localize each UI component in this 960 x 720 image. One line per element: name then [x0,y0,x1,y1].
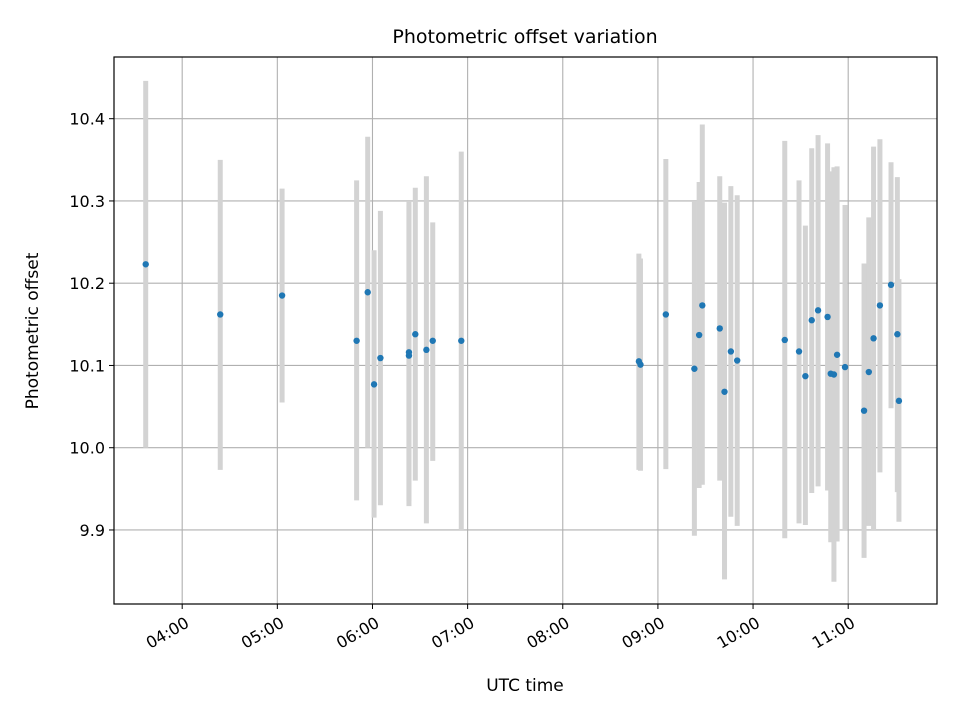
x-tick-label: 08:00 [523,613,572,653]
x-axis-ticks: 04:00 05:00 06:00 07:00 08:00 09:00 10:00 11:00 [143,604,858,653]
data-point [353,337,360,344]
data-point [865,368,873,376]
x-axis-label: UTC time [486,676,564,696]
x-tick-label: 10:00 [714,613,763,653]
data-point [370,381,378,388]
data-point [814,307,822,314]
data-point [458,337,465,344]
data-point [364,289,371,296]
error-bars [143,80,902,582]
data-point [841,363,849,371]
data-point [795,348,803,355]
data-point [894,331,901,338]
data-point [860,407,868,414]
data-point [699,302,706,309]
x-tick-label: 05:00 [238,613,287,653]
data-point [405,349,413,356]
data-point [691,365,698,372]
y-tick-label: 10.1 [69,356,105,375]
data-points [142,261,903,414]
data-point [781,336,788,344]
data-point [278,292,286,299]
data-point [637,361,644,368]
data-point [870,335,877,342]
y-tick-label: 9.9 [80,521,105,540]
data-point [727,348,735,355]
data-point [429,337,436,344]
y-tick-label: 10.4 [69,110,105,129]
x-tick-label: 09:00 [618,613,667,653]
y-tick-label: 10.0 [69,439,105,458]
data-point [830,371,838,378]
chart-title: Photometric offset variation [392,26,657,48]
y-axis-ticks: 9.9 10.0 10.1 10.2 10.3 10.4 [69,110,114,540]
x-tick-label: 07:00 [428,613,477,653]
data-point [733,357,741,364]
data-point [716,325,723,332]
data-point [808,317,815,324]
x-tick-label: 04:00 [143,613,192,653]
data-point [695,331,703,339]
plot-frame [113,56,938,605]
x-tick-label: 06:00 [333,613,382,653]
data-point [802,372,809,380]
data-point [887,281,895,289]
data-point [824,313,831,321]
x-tick-label: 11:00 [809,613,858,653]
y-tick-label: 10.3 [69,192,105,211]
data-point [833,351,841,358]
y-tick-label: 10.2 [69,274,105,293]
y-axis-label: Photometric offset [23,252,43,409]
data-point [721,388,728,395]
data-point [662,311,670,318]
data-point [142,261,149,268]
data-point [895,397,903,405]
data-point [876,302,884,309]
data-point [217,311,224,318]
data-point [377,354,384,362]
data-point [423,346,430,354]
data-point [412,331,419,338]
